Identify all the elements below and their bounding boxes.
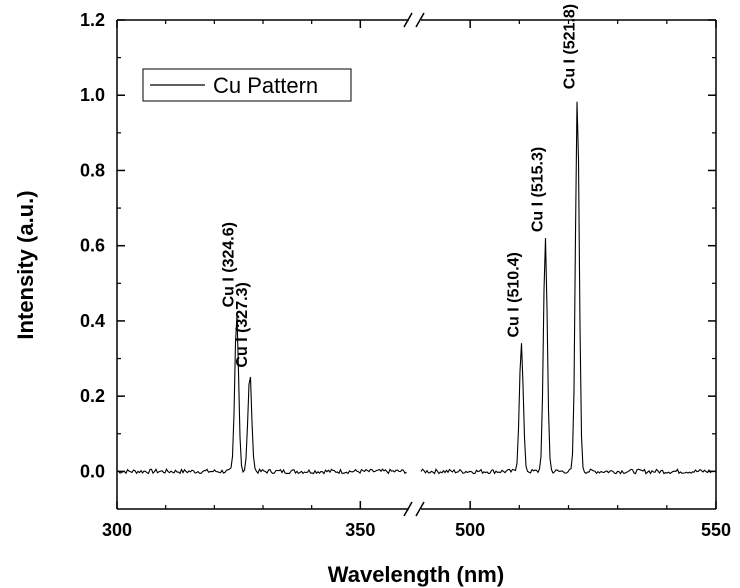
spectrum-line-segment — [420, 101, 714, 475]
peak-annotation: Cu I (510.4) — [505, 252, 522, 337]
x-tick-label: 300 — [102, 520, 132, 540]
peak-annotation: Cu I (515.3) — [529, 147, 546, 232]
y-tick-label: 0.0 — [80, 461, 105, 481]
x-tick-label: 350 — [345, 520, 375, 540]
legend-box — [142, 68, 352, 102]
legend: Cu Pattern — [142, 68, 352, 102]
y-tick-label: 0.8 — [80, 160, 105, 180]
y-tick-label: 0.4 — [80, 311, 105, 331]
y-tick-label: 0.2 — [80, 386, 105, 406]
legend-label: Cu Pattern — [213, 73, 318, 98]
x-tick-label: 500 — [455, 520, 485, 540]
peak-annotation: Cu I (327.3) — [234, 282, 251, 367]
axis-break-top — [403, 12, 425, 28]
peak-annotation: Cu I (521.8) — [561, 4, 578, 89]
spectrum-series — [116, 101, 714, 475]
x-tick-label: 550 — [701, 520, 731, 540]
spectrum-line-segment — [116, 314, 407, 475]
y-axis-title: Intensity (a.u.) — [13, 190, 38, 339]
y-tick-label: 1.0 — [80, 85, 105, 105]
axis-tick-labels: 0.0 0.2 0.4 0.6 0.8 1.0 1.2 300 350 500 550 — [80, 10, 731, 540]
axis-break-bottom — [403, 501, 425, 517]
y-tick-label: 1.2 — [80, 10, 105, 30]
peak-annotations: Cu I (324.6)Cu I (327.3) Cu I (510.4) Cu I… — [221, 4, 579, 368]
x-axis-title: Wavelength (nm) — [328, 562, 504, 587]
y-tick-label: 0.6 — [80, 236, 105, 256]
peak-annotation: Cu I (324.6) — [221, 222, 238, 307]
